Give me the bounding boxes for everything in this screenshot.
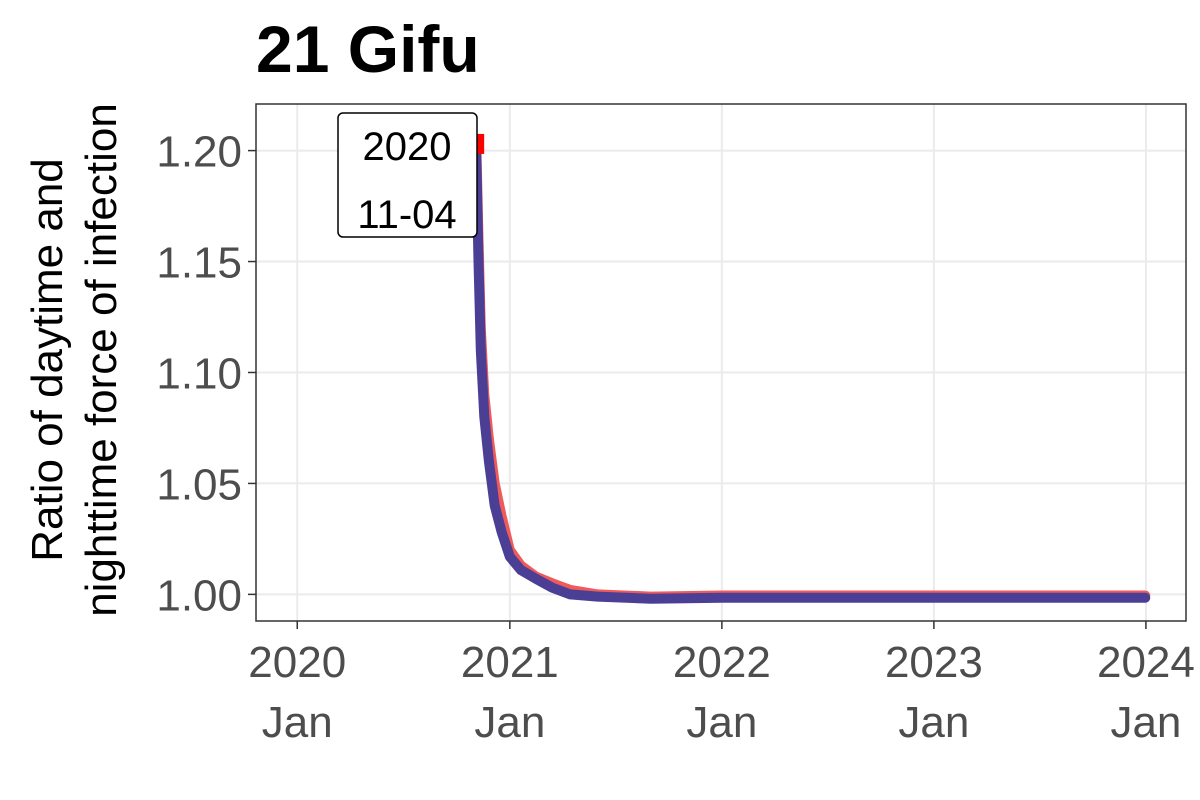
plot-panel-border (255, 103, 1187, 622)
series-group (471, 134, 1151, 604)
y-tick-label: 1.20 (156, 128, 242, 177)
x-tick-label-month: Jan (1110, 698, 1181, 747)
x-tick-label-month: Jan (262, 698, 333, 747)
y-axis: 1.00 1.05 1.10 1.15 1.20 (156, 128, 256, 620)
series-line (471, 145, 1151, 604)
x-tick-label-year: 2024 (1097, 638, 1195, 687)
series-line (471, 134, 1151, 602)
x-tick-label-month: Jan (686, 698, 757, 747)
annotation-box (337, 112, 478, 238)
y-tick-label: 1.05 (156, 460, 242, 509)
x-tick-label-month: Jan (474, 698, 545, 747)
x-tick-label-month: Jan (898, 698, 969, 747)
x-tick-label-year: 2021 (461, 638, 559, 687)
y-tick-label: 1.15 (156, 239, 242, 288)
annotation-year: 2020 (363, 125, 452, 169)
y-tick-label: 1.10 (156, 349, 242, 398)
x-tick-label-year: 2023 (885, 638, 983, 687)
y-tick-label: 1.00 (156, 571, 242, 620)
y-axis-title: Ratio of daytime and nighttime force of … (23, 103, 126, 617)
y-axis-title-line-2: nighttime force of infection (77, 103, 126, 617)
x-tick-label-year: 2022 (673, 638, 771, 687)
x-tick-label-year: 2020 (248, 638, 346, 687)
date-annotation: 2020 11-04 (337, 112, 478, 238)
x-axis: 2020 Jan 2021 Jan 2022 Jan 2023 Jan 2024 Jan (248, 621, 1195, 747)
y-axis-title-line-1: Ratio of daytime and (23, 158, 72, 562)
annotation-date: 11-04 (357, 193, 456, 237)
chart-title: 21 Gifu (256, 12, 480, 86)
